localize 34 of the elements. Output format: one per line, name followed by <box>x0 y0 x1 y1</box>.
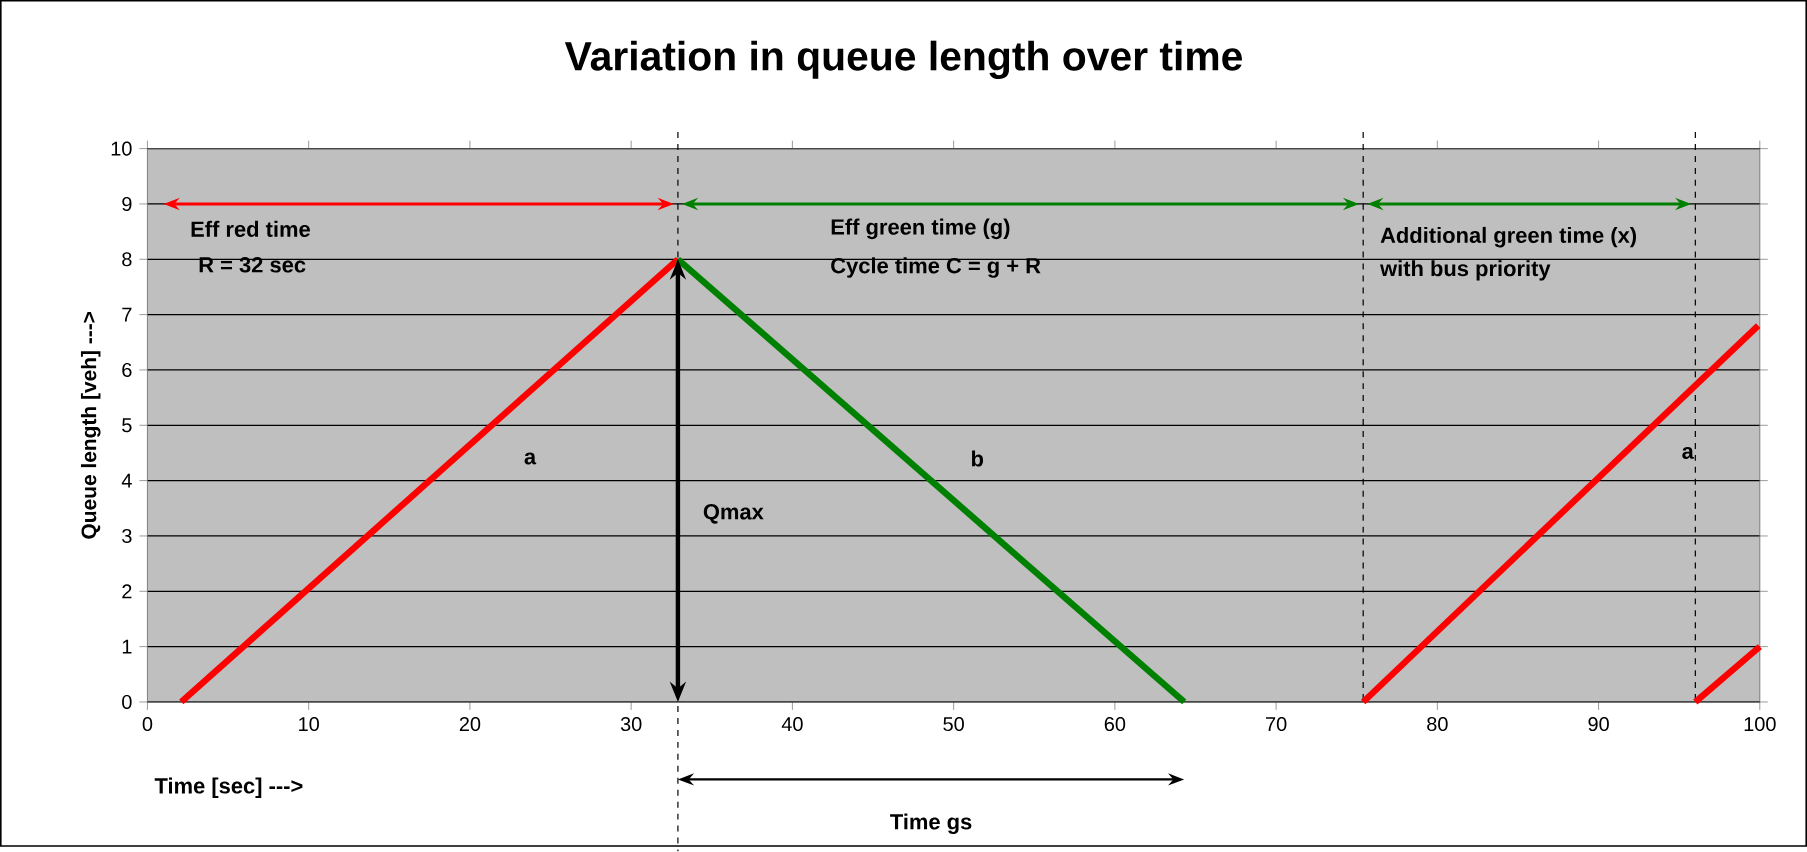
x-tick-label: 30 <box>620 717 642 732</box>
annotation: with bus priority <box>1380 260 1551 281</box>
x-tick-label: 20 <box>459 717 481 732</box>
y-tick-label: 7 <box>122 307 132 322</box>
x-tick-label: 70 <box>1266 717 1287 732</box>
y-tick-label: 4 <box>121 473 132 488</box>
y-tick-label: 5 <box>122 418 132 433</box>
y-axis-title: Queue length [veh] ---> <box>80 311 101 539</box>
annotation: Qmax <box>703 504 764 524</box>
text: Time gs <box>890 813 972 834</box>
annotation: b <box>971 450 984 467</box>
x-tick-label: 80 <box>1427 717 1448 732</box>
y-tick-label: 8 <box>122 252 132 267</box>
y-tick-label: 0 <box>122 694 132 710</box>
y-tick-label: 1 <box>122 639 132 654</box>
chart-title: Variation in queue length over time <box>564 40 1242 79</box>
y-tick-label: 9 <box>122 196 132 212</box>
x-tick-label: 40 <box>781 717 803 732</box>
y-tick-label: 2 <box>122 584 132 599</box>
annotation: a <box>524 452 537 465</box>
x-axis-title: Time [sec] ---> <box>154 777 303 798</box>
x-tick-label: 90 <box>1588 717 1609 732</box>
y-tick-label: 6 <box>122 362 132 378</box>
y-tick-label: 3 <box>122 528 132 544</box>
annotation: Additional green time (x) <box>1380 226 1636 248</box>
x-tick-label: 50 <box>943 717 964 732</box>
x-tick-label: 10 <box>299 717 319 732</box>
x-tick-label: 0 <box>142 717 153 732</box>
x-tick-label: 100 <box>1744 717 1776 732</box>
annotation: Eff green time (g) <box>831 218 1010 240</box>
annotation: a <box>1682 446 1694 459</box>
y-tick-label: 10 <box>111 141 132 156</box>
x-tick-label: 60 <box>1104 717 1126 732</box>
annotation: Eff red time <box>191 220 310 237</box>
